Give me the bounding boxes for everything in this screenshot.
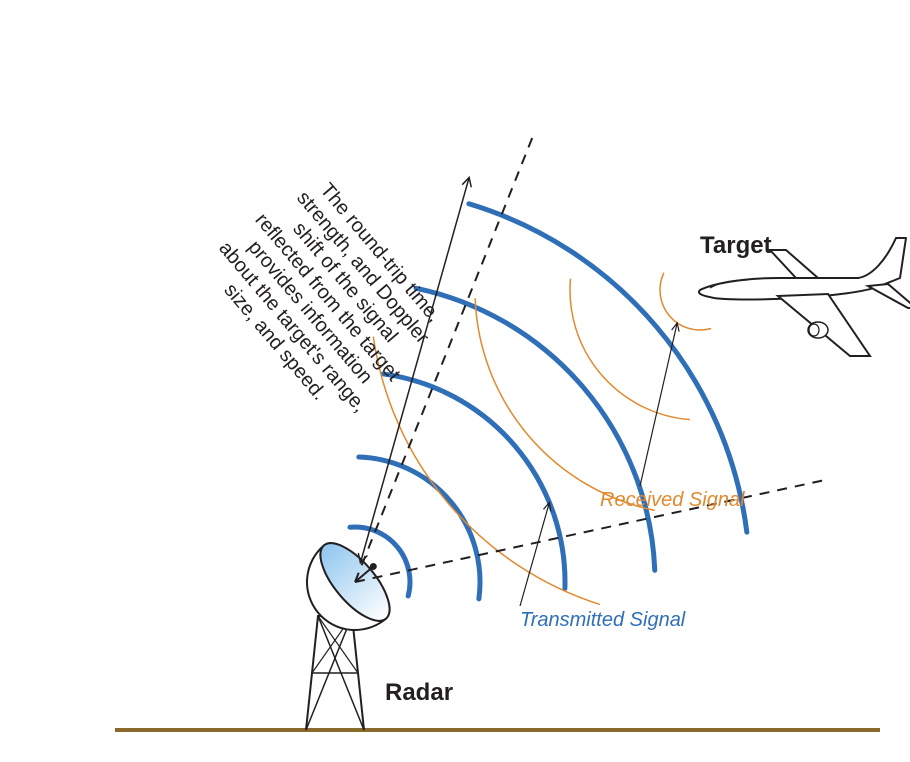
- radar-label: Radar: [385, 679, 453, 706]
- transmitted-signal-label: Transmitted Signal: [520, 609, 686, 631]
- description-text: The round-trip time,strength, and Dopple…: [197, 163, 459, 431]
- received-signal-label: Received Signal: [600, 489, 745, 511]
- target-label: Target: [700, 232, 772, 259]
